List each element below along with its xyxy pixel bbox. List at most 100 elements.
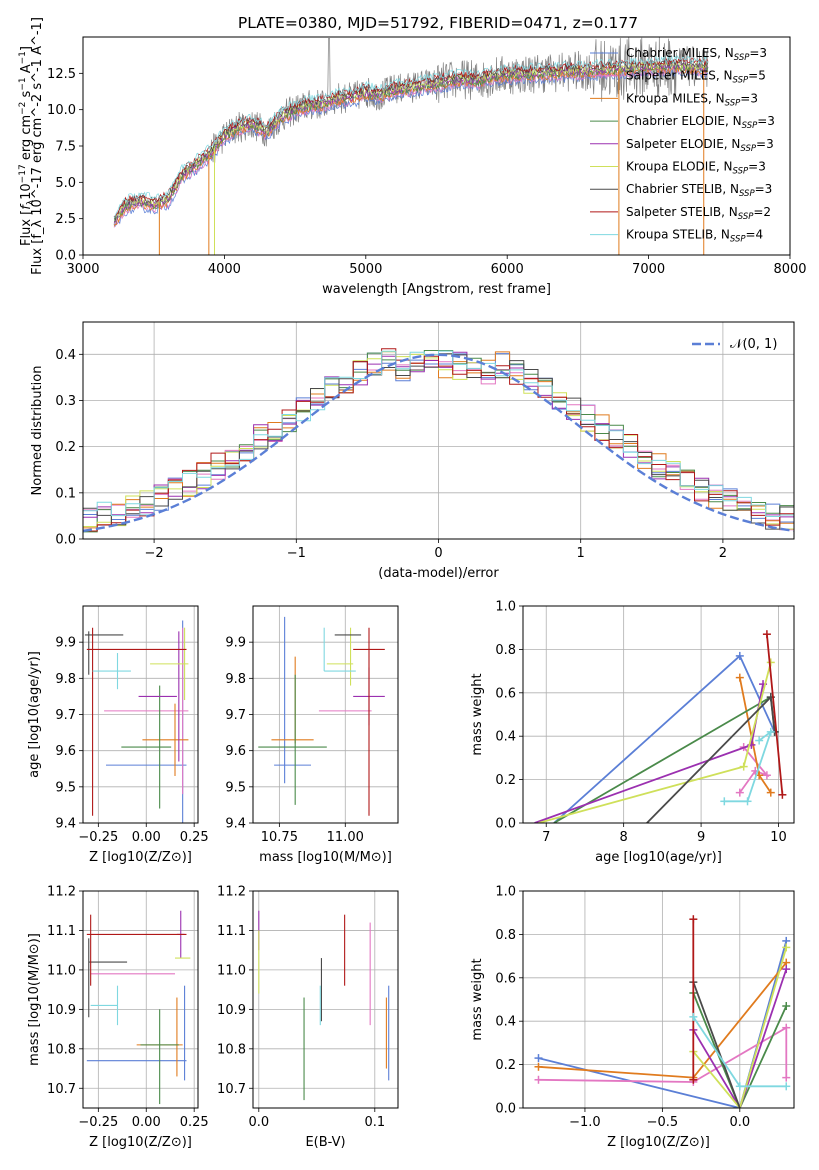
x-tick-label: 10 bbox=[770, 830, 787, 845]
y-tick-label: 10.9 bbox=[217, 1003, 246, 1018]
series-line bbox=[553, 654, 776, 823]
y-tick-label: 0.0 bbox=[55, 249, 76, 264]
y-tick-label: 9.7 bbox=[225, 708, 246, 723]
gaussian-curve bbox=[83, 353, 794, 533]
y-tick-label: 11.1 bbox=[217, 924, 246, 939]
y-tick-label: 12.5 bbox=[47, 67, 76, 82]
series-line bbox=[692, 992, 788, 1108]
y-axis-label: Flux [f_λ 10^-17 erg cm^-2 s^-1 A^-1] bbox=[30, 17, 45, 275]
legend-entry: Kroupa STELIB, NSSP=4 bbox=[626, 228, 763, 245]
ticks: 3000 4000 5000 6000 7000 8000 0.0 2.5 5.0 7.5 10.0… bbox=[47, 67, 807, 277]
chart-mass-vs-ebv: 0.0 0.1 10.7 10.8 10.9 11.0 11.1 11.2 E(B-V) bbox=[217, 885, 399, 1150]
x-tick-label: 0.00 bbox=[132, 1115, 161, 1130]
y-tick-label: 7.5 bbox=[55, 140, 76, 155]
chart-spectrum: 3000 4000 5000 6000 7000 8000 0.0 2.5 5.0 7.5 10.0… bbox=[18, 17, 807, 297]
y-tick-label: 5.0 bbox=[55, 176, 76, 191]
x-tick-label: −1 bbox=[287, 546, 306, 561]
ticks: −0.25 0.00 0.25 9.4 9.5 9.6 9.7 9.8 9.9 bbox=[55, 636, 208, 845]
y-tick-label: 0.0 bbox=[55, 533, 76, 548]
x-tick-label: −1.0 bbox=[569, 1115, 601, 1130]
legend-entry: Kroupa ELODIE, NSSP=3 bbox=[626, 160, 766, 177]
y-tick-label: 0.6 bbox=[495, 971, 516, 986]
x-tick-label: 0.00 bbox=[132, 830, 161, 845]
x-tick-label: 0.25 bbox=[180, 1115, 209, 1130]
chart-weight-vs-Z: −1.0 −0.5 0.0 0.0 0.2 0.4 0.6 0.8 1.0 Z [log10(Z/… bbox=[470, 885, 795, 1150]
legend-entry: Chabrier STELIB, NSSP=3 bbox=[626, 182, 772, 199]
legend-entry: Kroupa MILES, NSSP=3 bbox=[626, 91, 758, 108]
y-axis-label: mass weight bbox=[470, 958, 485, 1040]
x-tick-label: 0.0 bbox=[248, 1115, 269, 1130]
axes-frame bbox=[82, 890, 199, 1109]
chart-mass-vs-Z: −0.25 0.00 0.25 10.7 10.8 10.9 11.0 11.1 11.2 Z [… bbox=[27, 885, 209, 1151]
axes-frame bbox=[252, 890, 399, 1109]
y-tick-label: 11.1 bbox=[47, 924, 76, 939]
histogram-step bbox=[83, 350, 794, 517]
series-line bbox=[692, 947, 788, 1108]
axes-frame bbox=[82, 321, 795, 540]
chart-weight-vs-age: 7 8 9 10 0.0 0.2 0.4 0.6 0.8 1.0 age [log10(age/yr… bbox=[470, 600, 795, 865]
legend-entry: Chabrier MILES, NSSP=3 bbox=[626, 46, 767, 63]
x-tick-label: 4000 bbox=[208, 262, 241, 277]
axes-frame bbox=[82, 36, 791, 256]
x-tick-label: 8000 bbox=[773, 262, 806, 277]
y-axis-label: mass weight bbox=[470, 673, 485, 755]
spectrum-model-line bbox=[113, 58, 709, 221]
spectrum-legend: Chabrier MILES, NSSP=3 Salpeter MILES, NS… bbox=[590, 46, 775, 245]
y-tick-label: 9.5 bbox=[225, 780, 246, 795]
ticks: 7 8 9 10 0.0 0.2 0.4 0.6 0.8 1.0 bbox=[495, 600, 786, 846]
y-tick-label: 0.2 bbox=[495, 1058, 516, 1073]
y-tick-label: 9.4 bbox=[225, 817, 246, 832]
axes-frame bbox=[522, 605, 795, 824]
y-tick-label: 0.8 bbox=[495, 643, 516, 658]
series-line bbox=[692, 968, 788, 1108]
y-tick-label: 0.1 bbox=[55, 486, 76, 501]
y-tick-label: 1.0 bbox=[495, 600, 516, 615]
x-tick-label: 2 bbox=[719, 546, 727, 561]
y-tick-label: 9.7 bbox=[55, 708, 76, 723]
x-tick-label: 7000 bbox=[632, 262, 665, 277]
x-tick-label: 11.00 bbox=[327, 830, 364, 845]
ticks: −2 −1 0 1 2 0.0 0.1 0.2 0.3 0.4 bbox=[55, 348, 727, 561]
x-tick-label: −0.25 bbox=[78, 1115, 118, 1130]
x-axis-label: Z [log10(Z/Z⊙)] bbox=[89, 850, 192, 865]
x-axis-label: E(B-V) bbox=[305, 1135, 345, 1150]
series-line bbox=[739, 746, 770, 794]
x-tick-label: 5000 bbox=[349, 262, 382, 277]
spectrum-model-line bbox=[113, 57, 709, 217]
x-tick-label: 0 bbox=[434, 546, 442, 561]
y-tick-label: 0.0 bbox=[495, 1102, 516, 1117]
histogram-step bbox=[83, 350, 794, 533]
y-tick-label: 10.8 bbox=[47, 1042, 76, 1057]
y-tick-label: 0.6 bbox=[495, 686, 516, 701]
x-axis-label: mass [log10(M/M⊙)] bbox=[259, 850, 392, 865]
y-tick-label: 0.8 bbox=[495, 928, 516, 943]
x-axis-label: age [log10(age/yr)] bbox=[595, 850, 722, 865]
x-tick-label: −0.5 bbox=[647, 1115, 679, 1130]
y-tick-label: 0.2 bbox=[55, 440, 76, 455]
spectrum-model-line bbox=[113, 65, 709, 227]
x-tick-label: 3000 bbox=[66, 262, 99, 277]
y-tick-label: 10.9 bbox=[47, 1003, 76, 1018]
y-tick-label: 11.2 bbox=[217, 885, 246, 900]
x-tick-label: 0.0 bbox=[729, 1115, 750, 1130]
series-line bbox=[538, 1026, 788, 1083]
x-axis-label: (data-model)/error bbox=[378, 566, 499, 581]
x-tick-label: 0.1 bbox=[364, 1115, 385, 1130]
series-line bbox=[724, 729, 773, 803]
ticks: −1.0 −0.5 0.0 0.0 0.2 0.4 0.6 0.8 1.0 bbox=[495, 885, 750, 1131]
y-tick-label: 9.6 bbox=[225, 744, 246, 759]
y-tick-label: 10.7 bbox=[47, 1082, 76, 1097]
legend-entry: Salpeter ELODIE, NSSP=3 bbox=[626, 137, 774, 154]
x-axis-label: Z [log10(Z/Z⊙)] bbox=[607, 1135, 710, 1150]
plots-layer: 3000 4000 5000 6000 7000 80000.02.55.07.510.0… bbox=[18, 17, 807, 1150]
y-tick-label: 0.3 bbox=[55, 394, 76, 409]
legend-entry: Salpeter MILES, NSSP=5 bbox=[626, 69, 766, 86]
ticks: 10.75 11.00 9.4 9.5 9.6 9.7 9.8 9.9 bbox=[225, 636, 364, 845]
y-tick-label: 1.0 bbox=[495, 885, 516, 900]
y-tick-label: 11.0 bbox=[217, 963, 246, 978]
y-axis-label: Normed distribution bbox=[30, 366, 45, 496]
y-axis-label: age [log10(age/yr)] bbox=[27, 651, 42, 778]
x-axis-label: wavelength [Angstrom, rest frame] bbox=[322, 282, 551, 297]
grid-lines bbox=[253, 606, 398, 824]
